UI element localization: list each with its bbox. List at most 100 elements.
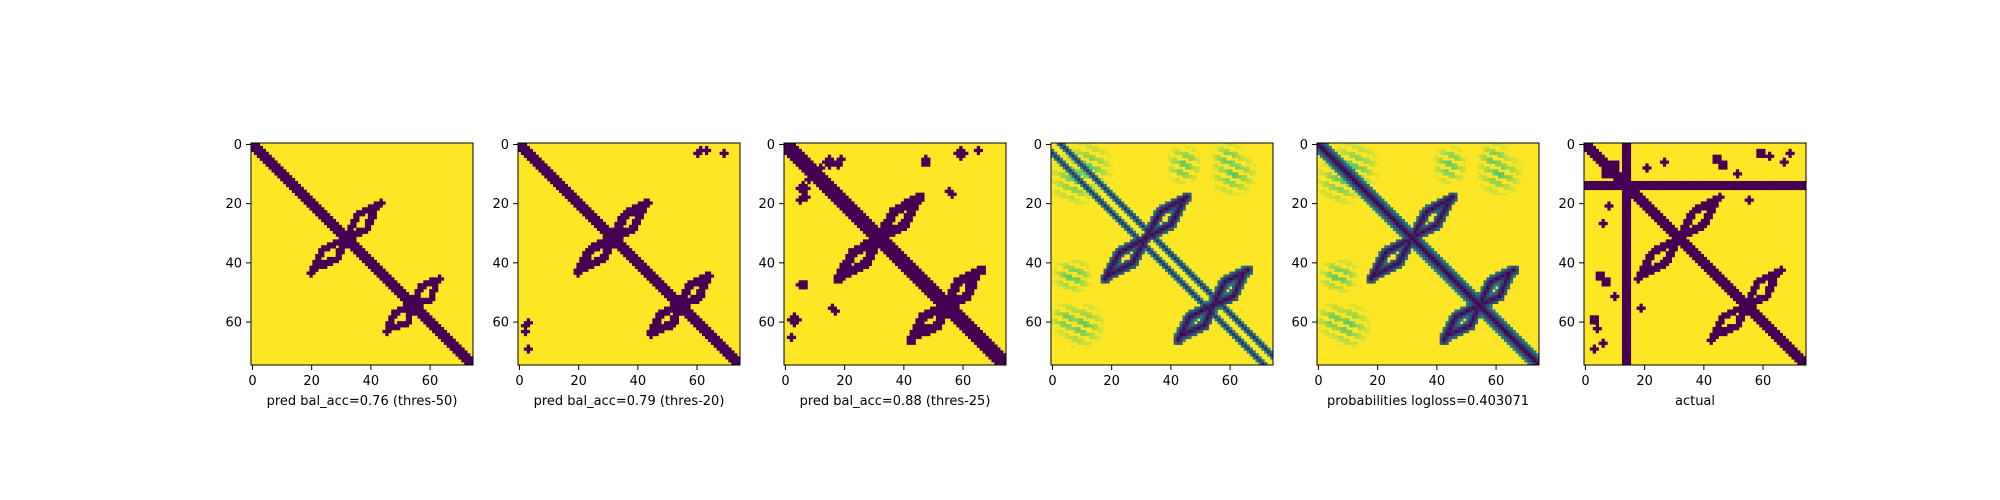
heatmap-cell <box>903 204 908 208</box>
heatmap-cell <box>1179 213 1183 217</box>
heatmap-cell <box>1132 265 1137 269</box>
heatmap-cell <box>1059 271 1064 275</box>
heatmap-cell <box>798 201 802 205</box>
heatmap-cell <box>432 280 436 284</box>
heatmap-cell <box>1337 145 1341 150</box>
heatmap-cell <box>1430 265 1435 269</box>
heatmap-cell <box>669 324 674 328</box>
heatmap-cell <box>1460 289 1464 293</box>
x-tick-label: 20 <box>303 374 320 389</box>
heatmap-cell <box>582 207 586 211</box>
heatmap-cell <box>666 306 671 310</box>
heatmap-cell <box>353 239 357 243</box>
heatmap-cell <box>1162 248 1166 252</box>
heatmap-cell <box>550 169 554 173</box>
heatmap-cell <box>1255 341 1259 345</box>
heatmap-cell <box>1430 210 1435 214</box>
heatmap-cell <box>1390 207 1394 211</box>
heatmap-cell <box>1495 277 1499 281</box>
heatmap-cell <box>280 172 284 176</box>
heatmap-cell <box>965 283 969 287</box>
heatmap-cell <box>1097 157 1102 161</box>
heatmap-cell <box>1202 321 1207 325</box>
heatmap-cell <box>1454 163 1458 167</box>
heatmap-cell <box>437 274 442 278</box>
heatmap-cell <box>1138 224 1142 229</box>
heatmap-cell <box>1246 189 1250 194</box>
heatmap-cell <box>1369 201 1373 205</box>
heatmap-cell <box>655 280 659 284</box>
heatmap-cell <box>1319 154 1324 158</box>
heatmap-cell <box>1062 312 1066 316</box>
heatmap-cell <box>620 242 624 246</box>
heatmap-cell <box>816 183 820 188</box>
heatmap-cell <box>892 224 896 229</box>
heatmap-cell <box>1398 239 1403 243</box>
heatmap-cell <box>1197 294 1201 299</box>
heatmap-cell <box>1378 265 1382 269</box>
heatmap-cell <box>646 265 650 269</box>
heatmap-cell <box>944 306 948 310</box>
heatmap-cell <box>1188 335 1192 340</box>
heatmap-cell <box>1051 318 1055 322</box>
heatmap-cell <box>1518 180 1522 185</box>
heatmap-cell <box>321 218 325 223</box>
heatmap-cell <box>1208 321 1213 325</box>
heatmap-cell <box>1170 160 1175 164</box>
heatmap-cell <box>1501 294 1505 299</box>
heatmap-cell <box>593 256 598 261</box>
heatmap-cell <box>1498 160 1502 164</box>
heatmap-cell <box>950 189 954 194</box>
heatmap-cell <box>810 163 814 167</box>
heatmap-cell <box>1246 180 1250 185</box>
heatmap-cell <box>1083 262 1087 267</box>
heatmap-cell <box>256 148 261 153</box>
heatmap-cell <box>1205 324 1210 328</box>
heatmap-cell <box>912 204 916 208</box>
heatmap-cell <box>1100 160 1104 164</box>
heatmap-cell <box>1176 213 1180 217</box>
heatmap-cell <box>664 321 668 325</box>
heatmap-cell <box>1074 175 1078 179</box>
heatmap-cell <box>976 274 981 278</box>
heatmap-cell <box>271 169 275 173</box>
heatmap-cell <box>435 289 439 293</box>
heatmap-cell <box>1097 195 1102 199</box>
heatmap-cell <box>570 195 574 199</box>
heatmap-cell <box>373 201 377 205</box>
heatmap-cell <box>851 265 855 269</box>
heatmap-cell <box>394 283 398 287</box>
heatmap-cell <box>792 160 797 164</box>
heatmap-cell <box>1328 166 1332 170</box>
heatmap-cell <box>402 321 407 325</box>
heatmap-cell <box>414 297 418 302</box>
heatmap-cell <box>449 335 453 340</box>
heatmap-cell <box>1404 221 1408 226</box>
heatmap-cell <box>605 248 609 252</box>
heatmap-cell <box>1205 303 1210 307</box>
heatmap-cell <box>927 289 931 293</box>
heatmap-cell <box>1229 312 1233 316</box>
heatmap-cell <box>690 318 694 322</box>
heatmap-cell <box>1407 239 1411 243</box>
heatmap-cell <box>423 300 427 305</box>
heatmap-cell <box>1258 338 1262 342</box>
heatmap-cell <box>1173 160 1177 164</box>
heatmap-cell <box>880 239 884 243</box>
heatmap-cell <box>672 297 677 302</box>
heatmap-cell <box>1240 280 1245 284</box>
heatmap-cell <box>1495 163 1499 167</box>
heatmap-cell <box>970 291 975 296</box>
heatmap-cell <box>1106 189 1110 194</box>
heatmap-cell <box>643 265 647 269</box>
heatmap-cell <box>1065 195 1069 199</box>
heatmap-cell <box>1398 242 1403 246</box>
heatmap-cell <box>1194 294 1198 299</box>
heatmap-cell <box>541 166 545 170</box>
heatmap-cell <box>880 233 884 237</box>
heatmap-cell <box>702 321 706 325</box>
heatmap-cell <box>1366 183 1370 188</box>
heatmap-cell <box>1126 268 1131 272</box>
heatmap-cell <box>1205 309 1210 313</box>
